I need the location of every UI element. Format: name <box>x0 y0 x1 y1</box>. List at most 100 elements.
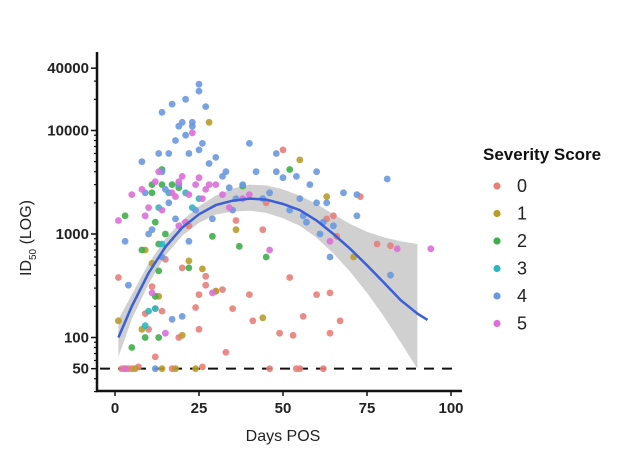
data-point-severity-4 <box>165 150 173 157</box>
data-point-severity-0 <box>115 274 122 281</box>
data-point-severity-0 <box>276 329 283 337</box>
data-point-severity-4 <box>155 150 163 157</box>
data-point-severity-0 <box>336 317 344 325</box>
data-point-severity-5 <box>145 204 153 212</box>
data-point-severity-5 <box>151 178 159 186</box>
legend-marker-4 <box>493 292 501 300</box>
legend-marker-1 <box>493 209 501 218</box>
y-tick-label: 10000 <box>47 123 89 140</box>
data-point-severity-0 <box>202 281 210 289</box>
data-point-severity-1 <box>185 257 193 265</box>
data-point-severity-4 <box>182 131 190 139</box>
data-point-severity-4 <box>182 95 190 103</box>
data-point-severity-2 <box>151 218 159 226</box>
data-point-severity-4 <box>205 160 213 167</box>
x-tick-label: 100 <box>438 400 463 417</box>
data-point-severity-2 <box>158 181 166 189</box>
data-point-severity-1 <box>178 331 186 339</box>
confidence-band-layer <box>118 184 418 369</box>
legend-marker-3 <box>493 264 501 273</box>
data-point-severity-4 <box>158 108 166 116</box>
data-point-severity-2 <box>209 232 216 240</box>
data-point-severity-0 <box>199 363 206 371</box>
data-point-severity-5 <box>195 174 203 182</box>
data-point-severity-4 <box>188 122 196 130</box>
data-point-severity-0 <box>148 283 156 290</box>
data-point-severity-2 <box>235 242 243 250</box>
data-point-severity-2 <box>286 166 294 173</box>
data-point-severity-0 <box>195 325 203 333</box>
legend-label-2: 2 <box>517 231 527 251</box>
confidence-band <box>118 184 418 369</box>
y-tick-label: 100 <box>64 330 89 347</box>
data-point-severity-1 <box>205 118 213 126</box>
x-tick-label: 50 <box>275 400 292 417</box>
data-point-severity-5 <box>246 191 253 199</box>
data-point-severity-0 <box>151 353 159 361</box>
fit-layer <box>117 197 429 338</box>
data-point-severity-4 <box>162 186 169 193</box>
data-point-severity-4 <box>209 215 216 223</box>
data-point-severity-4 <box>266 189 273 197</box>
legend-marker-0 <box>493 182 501 190</box>
data-point-severity-1 <box>131 365 139 373</box>
data-point-severity-5 <box>121 365 129 373</box>
data-point-severity-4 <box>340 189 347 197</box>
legend-marker-5 <box>493 319 501 328</box>
data-point-severity-5 <box>148 289 156 297</box>
data-point-severity-5 <box>175 178 183 186</box>
data-point-severity-2 <box>162 230 169 238</box>
data-point-severity-1 <box>115 317 122 325</box>
data-point-severity-4 <box>195 80 203 88</box>
data-point-severity-5 <box>188 129 196 137</box>
data-point-severity-5 <box>158 206 166 214</box>
data-point-severity-1 <box>199 265 206 273</box>
data-point-severity-5 <box>427 245 435 253</box>
data-point-severity-4 <box>195 87 203 95</box>
data-point-severity-4 <box>313 168 320 176</box>
data-point-severity-4 <box>151 365 159 373</box>
data-point-severity-0 <box>202 272 210 280</box>
data-point-severity-2 <box>155 334 163 341</box>
data-point-severity-0 <box>158 307 166 315</box>
data-point-severity-2 <box>148 189 156 197</box>
data-point-severity-4 <box>326 253 334 261</box>
x-tick-label: 75 <box>359 400 376 417</box>
data-point-severity-4 <box>195 146 203 154</box>
data-point-severity-4 <box>178 313 186 320</box>
data-point-severity-4 <box>138 158 146 166</box>
x-axis-title: Days POS <box>246 428 321 445</box>
data-point-severity-0 <box>286 274 294 281</box>
data-point-severity-0 <box>387 242 394 250</box>
data-point-severity-0 <box>192 304 200 311</box>
data-point-severity-4 <box>323 199 331 207</box>
data-point-severity-0 <box>313 291 320 298</box>
data-point-severity-4 <box>246 140 253 147</box>
data-point-severity-4 <box>148 226 156 234</box>
y-axis-title-suffix: (LOG) <box>18 200 35 249</box>
data-point-severity-5 <box>393 245 401 253</box>
data-point-severity-5 <box>138 186 146 193</box>
data-point-severity-5 <box>192 181 200 189</box>
data-point-severity-5 <box>212 181 220 189</box>
data-point-severity-0 <box>266 365 273 373</box>
points-layer <box>115 80 435 373</box>
data-point-severity-4 <box>219 173 226 180</box>
data-point-severity-3 <box>141 322 149 330</box>
legend-title: Severity Score <box>483 145 601 164</box>
data-point-severity-4 <box>199 140 206 147</box>
data-point-severity-3 <box>158 240 166 248</box>
data-point-severity-0 <box>373 240 381 248</box>
data-point-severity-4 <box>192 206 200 214</box>
data-point-severity-4 <box>313 199 320 207</box>
data-point-severity-4 <box>279 174 287 182</box>
data-point-severity-4 <box>387 271 394 279</box>
data-point-severity-4 <box>306 181 314 189</box>
data-point-severity-4 <box>296 195 304 203</box>
data-point-severity-0 <box>299 313 307 320</box>
data-point-severity-4 <box>252 168 260 176</box>
data-point-severity-4 <box>353 212 361 220</box>
data-point-severity-1 <box>232 226 240 234</box>
data-point-severity-1 <box>192 365 200 373</box>
